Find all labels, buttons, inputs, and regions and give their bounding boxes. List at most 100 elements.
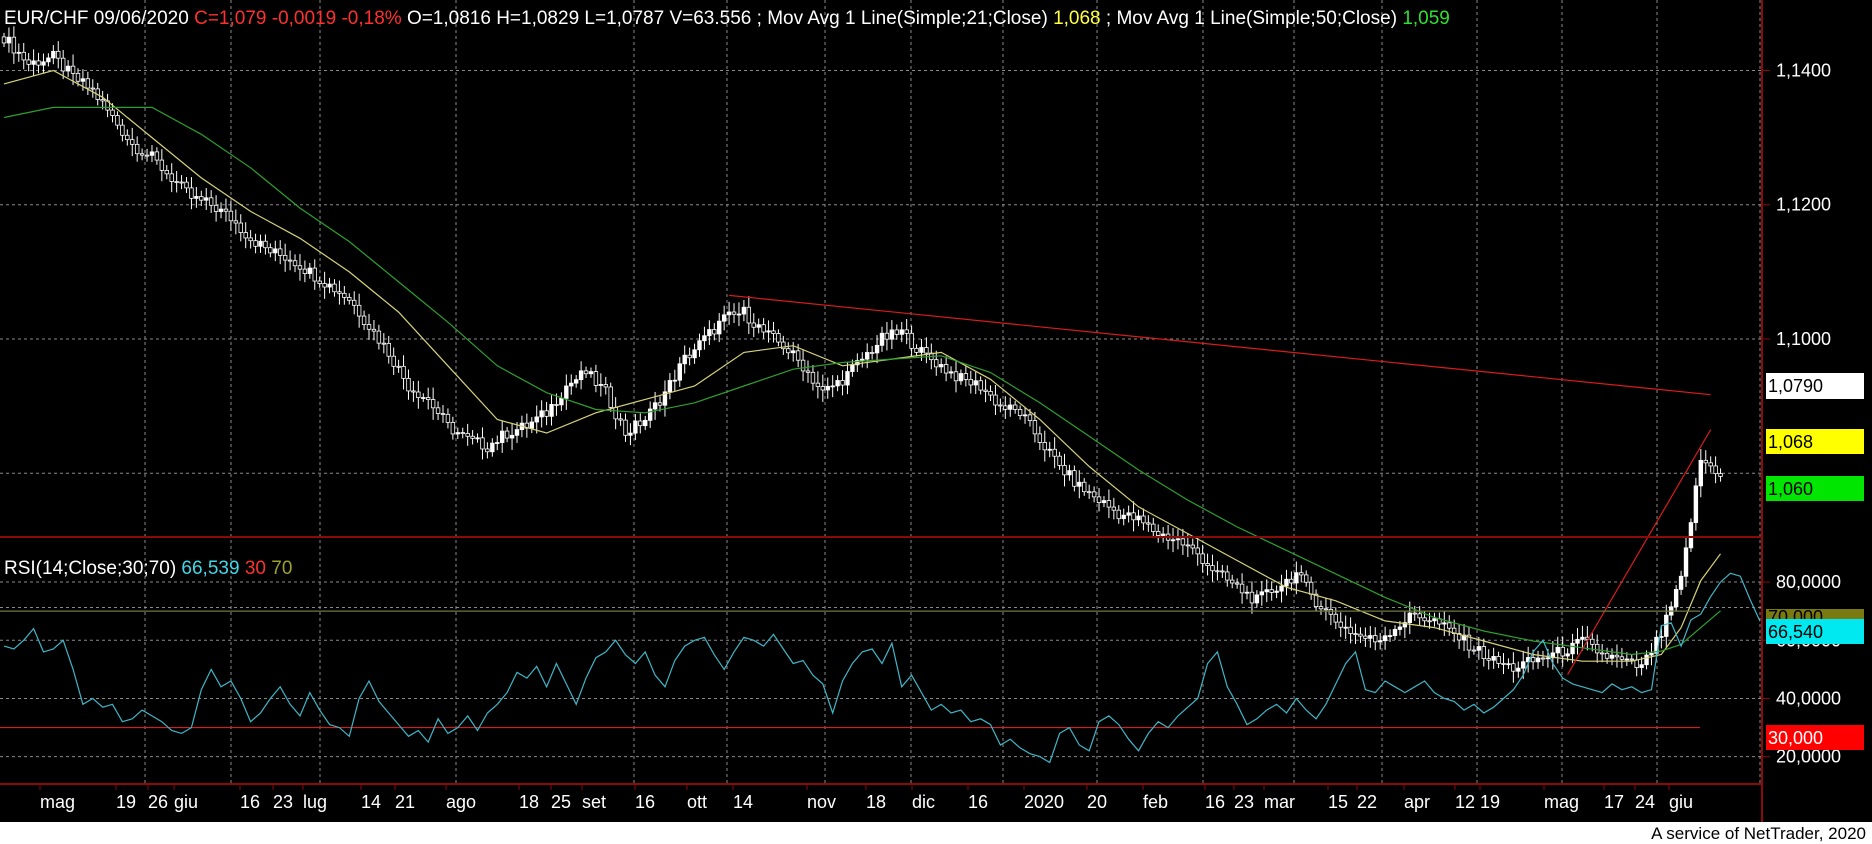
candle-body <box>549 404 554 417</box>
candle-body <box>909 332 914 349</box>
candle-body <box>322 283 327 288</box>
candle-body <box>1501 662 1506 665</box>
time-tick-label: 18 <box>866 792 886 812</box>
candle-body <box>791 350 796 354</box>
candle-body <box>480 437 485 450</box>
candle-body <box>1604 652 1610 659</box>
candle-body <box>1175 538 1181 541</box>
candle-body <box>65 65 71 72</box>
candle-body <box>988 390 993 396</box>
candle-body <box>1003 405 1008 410</box>
ma21-box-label: 1,068 <box>1768 432 1813 452</box>
price-tick-label: 1,1400 <box>1776 60 1831 80</box>
rsi-panel <box>0 572 1761 764</box>
candle-body <box>1377 640 1383 643</box>
candle-body <box>391 355 396 367</box>
candle-body <box>672 379 678 382</box>
candle-body <box>115 115 120 126</box>
candle-body <box>702 335 707 342</box>
candle-body <box>1624 658 1630 661</box>
candle-body <box>184 181 189 189</box>
candle-body <box>554 404 559 406</box>
candle-body <box>1151 523 1156 532</box>
candle-body <box>1234 582 1240 585</box>
candle-body <box>120 124 125 136</box>
candle-body <box>406 378 411 392</box>
candle-body <box>485 448 490 453</box>
candle-body <box>1363 635 1368 639</box>
time-tick-label: 16 <box>1205 792 1225 812</box>
candle-body <box>1239 583 1245 594</box>
candle-body <box>1091 491 1097 498</box>
candle-body <box>1160 533 1166 536</box>
candle-body <box>80 78 86 82</box>
candle-body <box>499 430 505 443</box>
candle-body <box>1407 612 1412 624</box>
candle-body <box>884 332 890 340</box>
candle-body <box>652 402 658 410</box>
candle-body <box>376 330 382 344</box>
candle-body <box>263 240 268 249</box>
candle-body <box>1225 571 1230 581</box>
candle-body <box>1106 500 1112 508</box>
candle-body <box>1555 646 1560 654</box>
time-tick-label: 21 <box>395 792 415 812</box>
candle-body <box>361 315 367 325</box>
header-ma50-label: Mov Avg 1 Line(Simple;50;Close) <box>1116 8 1402 29</box>
time-tick-label: 16 <box>968 792 988 812</box>
candle-body <box>756 324 761 328</box>
last-price-box: 1,0790 <box>1766 373 1864 399</box>
candle-body <box>1146 522 1151 525</box>
candle-body <box>1530 657 1536 663</box>
candle-body <box>835 380 840 387</box>
candle-body <box>569 382 574 387</box>
rsi-tick-label: 80,0000 <box>1776 572 1841 592</box>
header-sep-2: ; <box>1106 8 1117 29</box>
candle-body <box>618 418 623 421</box>
candle-body <box>1442 622 1447 625</box>
candle-body <box>588 371 594 375</box>
candle-body <box>1476 646 1482 651</box>
candle-body <box>159 159 165 171</box>
candle-body <box>302 268 308 274</box>
candle-body <box>125 134 130 141</box>
time-tick-label: 2020 <box>1024 792 1064 812</box>
candle-body <box>1086 491 1092 494</box>
candle-body <box>495 442 500 444</box>
candle-body <box>1644 654 1649 666</box>
candle-body <box>130 139 135 145</box>
candle-body <box>356 304 362 317</box>
candle-body <box>869 352 875 354</box>
candle-body <box>381 342 387 345</box>
candle-body <box>56 50 61 59</box>
candle-body <box>845 371 850 386</box>
candle-body <box>1387 635 1393 637</box>
time-tick-label: ago <box>446 792 476 812</box>
candle-body <box>21 51 26 61</box>
candle-body <box>1392 629 1398 636</box>
candle-body <box>603 384 608 388</box>
candle-body <box>1116 509 1121 520</box>
candle-body <box>707 329 712 337</box>
candle-body <box>460 432 465 434</box>
candle-body <box>411 390 416 393</box>
candle-body <box>953 371 959 382</box>
candle-body <box>90 87 95 90</box>
candle-body <box>697 340 702 351</box>
candle-body <box>1664 614 1669 637</box>
time-tick-label: mag <box>1544 792 1579 812</box>
candle-body <box>41 61 46 66</box>
candle-body <box>1057 455 1062 466</box>
candle-body <box>993 394 998 406</box>
candle-body <box>1338 621 1343 628</box>
candle-body <box>741 306 747 315</box>
header-ma21-label: Mov Avg 1 Line(Simple;21;Close) <box>767 8 1053 29</box>
candle-body <box>973 380 978 386</box>
time-tick-label: 23 <box>1234 792 1254 812</box>
candle-body <box>509 434 515 439</box>
candle-body <box>1614 654 1620 658</box>
grid-layer <box>0 0 1762 784</box>
candle-body <box>662 391 668 406</box>
candle-body <box>914 347 919 353</box>
candle-body <box>416 391 421 398</box>
